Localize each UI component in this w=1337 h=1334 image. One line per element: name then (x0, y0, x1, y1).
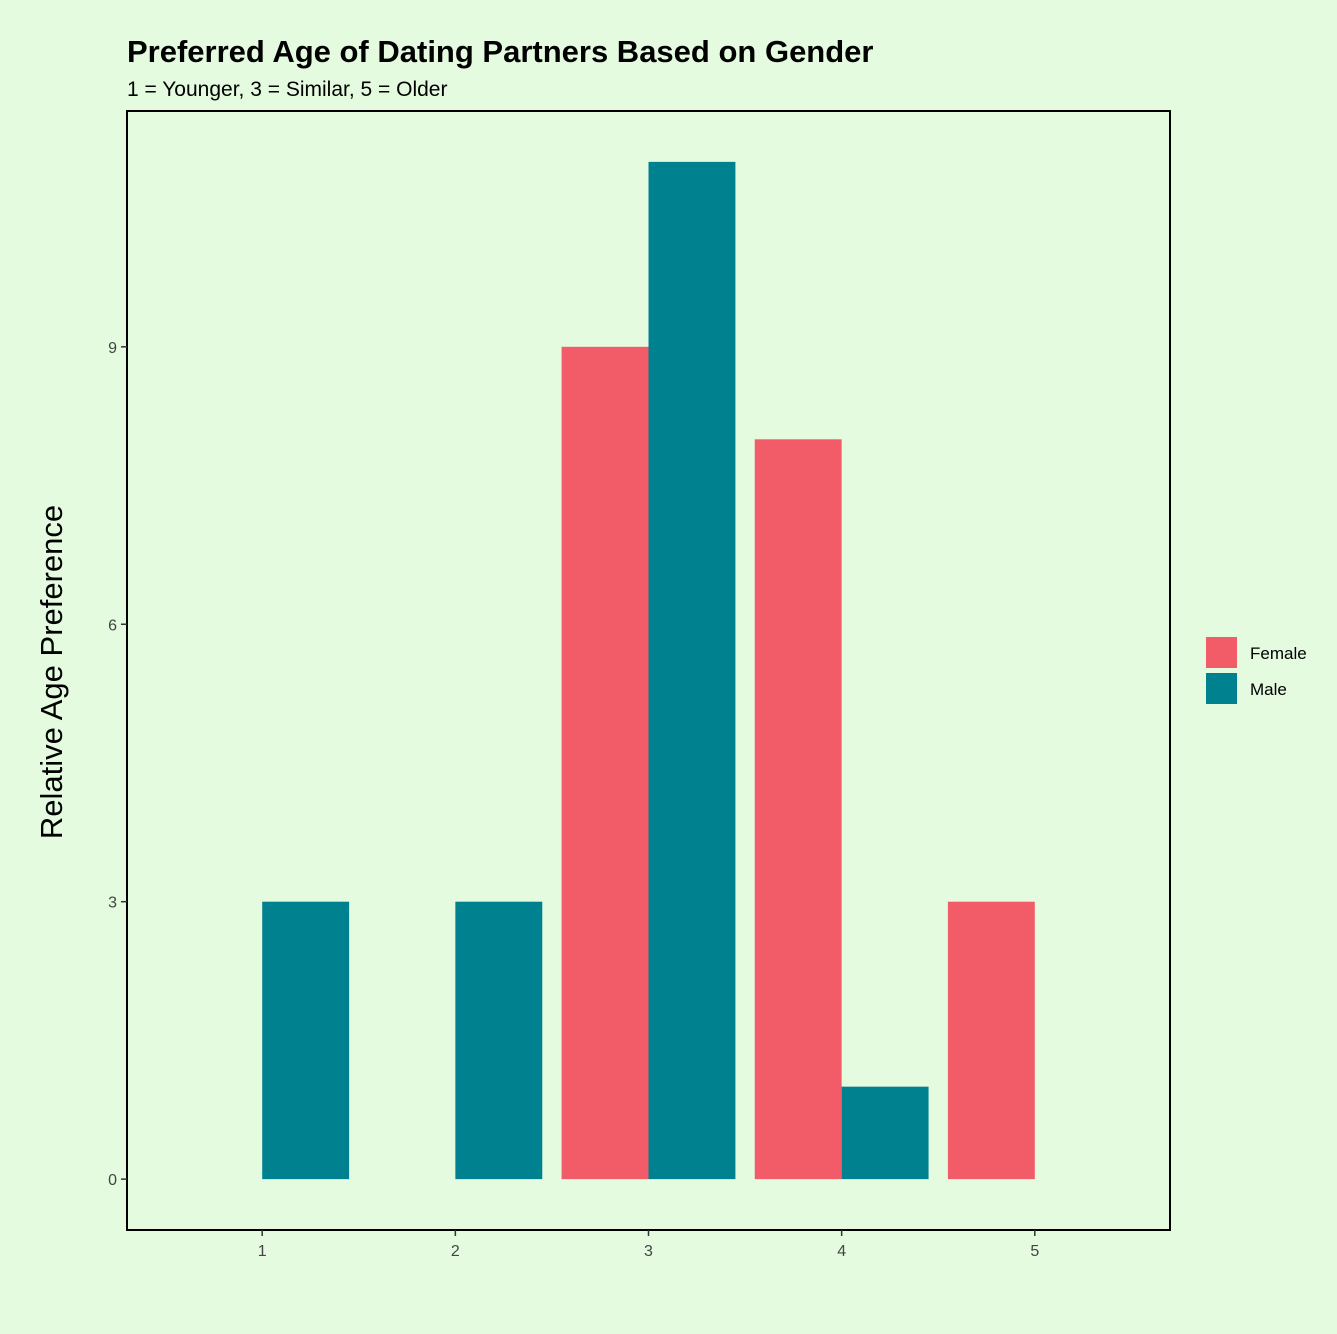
legend-label-female: Female (1250, 644, 1307, 663)
bar-male-2 (455, 901, 543, 1180)
y-axis-label: Relative Age Preference (34, 505, 69, 839)
chart-subtitle: 1 = Younger, 3 = Similar, 5 = Older (127, 78, 447, 101)
bar-female-4 (754, 439, 842, 1180)
y-tick-label: 9 (108, 340, 117, 357)
bar-female-5 (947, 901, 1035, 1180)
bar-female-3 (561, 346, 649, 1180)
chart-title: Preferred Age of Dating Partners Based o… (127, 34, 873, 69)
x-tick-label: 2 (451, 1243, 460, 1260)
x-tick-label: 4 (837, 1243, 846, 1260)
x-tick-label: 3 (644, 1243, 653, 1260)
legend: Female Male (1206, 637, 1307, 704)
bars-group (262, 161, 1035, 1180)
y-tick-label: 0 (108, 1172, 117, 1189)
legend-label-male: Male (1250, 680, 1287, 699)
legend-swatch-female (1206, 637, 1237, 668)
x-axis-ticks: 1 2 3 4 5 (258, 1230, 1039, 1260)
y-tick-label: 3 (108, 895, 117, 912)
bar-male-3 (648, 161, 736, 1180)
y-axis-ticks: 0 3 6 9 (108, 340, 127, 1189)
bar-male-1 (262, 901, 350, 1180)
bar-male-4 (841, 1086, 929, 1180)
x-tick-label: 5 (1030, 1243, 1039, 1260)
legend-swatch-male (1206, 673, 1237, 704)
y-tick-label: 6 (108, 617, 117, 634)
x-tick-label: 1 (258, 1243, 267, 1260)
